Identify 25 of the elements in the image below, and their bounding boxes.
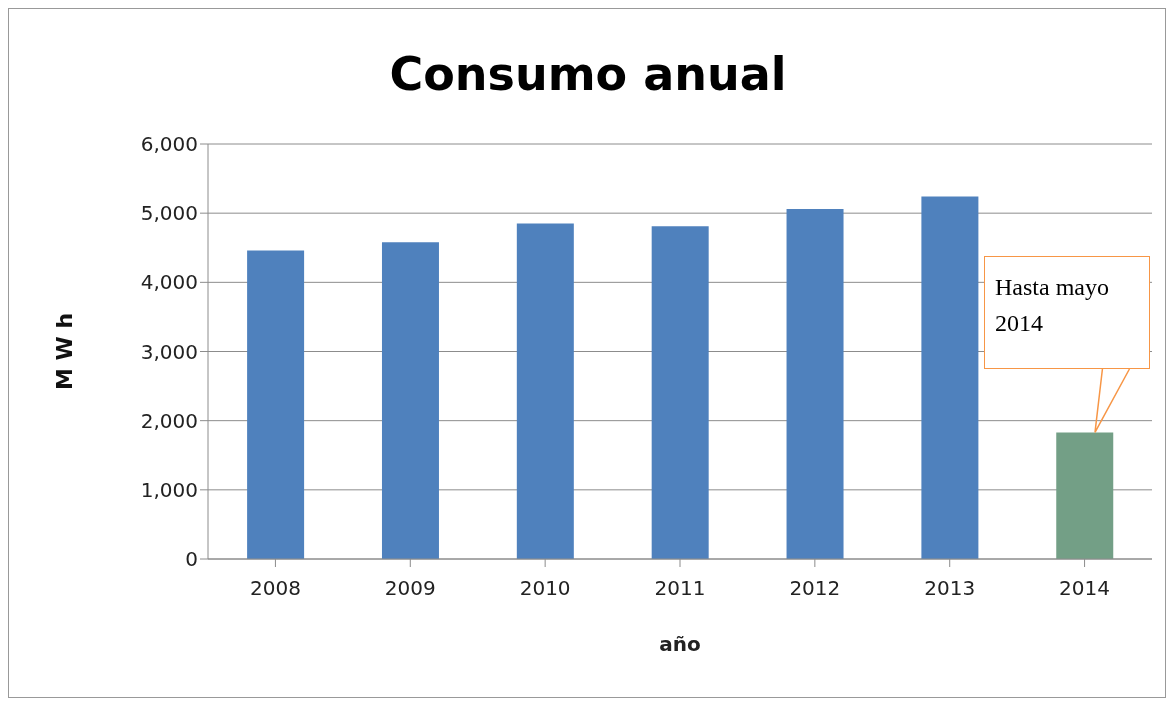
y-tick-label: 5,000 <box>140 201 198 226</box>
x-tick-label: 2014 <box>1059 576 1111 601</box>
bar <box>651 226 709 559</box>
y-tick-label: 6,000 <box>140 132 198 157</box>
y-tick-label: 3,000 <box>140 339 198 364</box>
bar <box>247 250 305 559</box>
x-tick-label: 2010 <box>519 576 571 601</box>
x-tick-label: 2008 <box>249 576 301 601</box>
bar <box>1056 432 1114 559</box>
x-tick-label: 2012 <box>789 576 841 601</box>
y-tick-label: 2,000 <box>140 408 198 433</box>
y-axis-title: M W h <box>51 312 77 391</box>
y-tick-label: 1,000 <box>140 477 198 502</box>
y-tick-label: 0 <box>185 547 198 572</box>
x-axis-title: año <box>659 632 701 657</box>
bar <box>381 242 439 559</box>
annotation: Hasta mayo 2014 <box>984 256 1150 369</box>
bar <box>786 209 844 559</box>
x-tick-label: 2009 <box>384 576 436 601</box>
bar <box>921 196 979 559</box>
bar <box>516 223 574 559</box>
chart-title: Consumo anual <box>388 47 788 101</box>
x-tick-label: 2011 <box>654 576 706 601</box>
y-tick-label: 4,000 <box>140 270 198 295</box>
x-tick-label: 2013 <box>924 576 976 601</box>
